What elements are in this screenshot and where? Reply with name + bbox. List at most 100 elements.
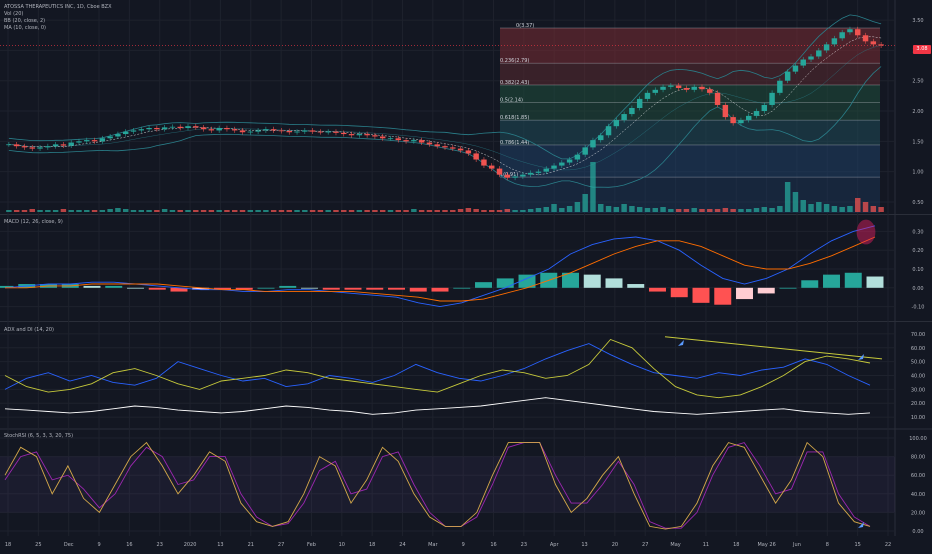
- candle-body: [527, 172, 534, 175]
- candle-body: [847, 29, 853, 33]
- candle-body: [278, 130, 285, 132]
- volume-bar: [543, 207, 549, 212]
- candle-body: [753, 111, 760, 116]
- volume-bar: [434, 210, 440, 212]
- volume-bar: [333, 210, 339, 212]
- volume-bar: [559, 208, 565, 212]
- candle-body: [37, 147, 43, 149]
- candle-body: [434, 144, 440, 147]
- candle-body: [683, 88, 690, 90]
- volume-bar: [847, 206, 853, 212]
- candle-body: [738, 120, 744, 124]
- candle-body: [138, 129, 145, 131]
- volume-bar: [636, 207, 643, 212]
- macd-y-tick: -0.10: [912, 305, 925, 311]
- arrow-marker-icon: [858, 354, 864, 360]
- candle-body: [862, 35, 869, 42]
- macd-y-tick: 0.30: [912, 229, 923, 235]
- volume-bar: [130, 210, 137, 212]
- candle-body: [489, 165, 495, 169]
- candle-body: [309, 130, 316, 132]
- volume-bar: [450, 210, 456, 212]
- candle-body: [808, 56, 814, 60]
- volume-bar: [45, 210, 51, 212]
- volume-bar: [761, 207, 768, 212]
- macd-histogram-bar: [670, 287, 688, 298]
- volume-bar: [6, 210, 12, 212]
- volume-bar: [574, 202, 581, 212]
- volume-bar: [816, 202, 822, 212]
- volume-bar: [29, 209, 35, 212]
- volume-bar: [644, 208, 651, 212]
- legend-bb: BB (20, close, 2): [4, 18, 46, 24]
- x-tick-label: 16: [126, 542, 132, 548]
- volume-bar: [52, 210, 59, 212]
- candle-body: [668, 85, 674, 87]
- candle-body: [76, 141, 82, 143]
- candle-body: [177, 126, 183, 128]
- volume-bar: [76, 210, 82, 212]
- x-tick-label: 27: [642, 542, 648, 548]
- candle-body: [154, 128, 160, 130]
- fib-zone: [500, 102, 880, 121]
- volume-bar: [527, 209, 534, 212]
- volume-bar: [792, 192, 799, 212]
- volume-bar: [161, 209, 168, 212]
- volume-bar: [138, 210, 145, 212]
- x-tick-label: 13: [581, 542, 587, 548]
- adx-y-tick: 70.00: [911, 332, 925, 338]
- volume-bar: [660, 207, 666, 212]
- adx-y-tick: 30.00: [911, 387, 925, 393]
- volume-bar: [566, 206, 573, 212]
- candle-body: [870, 41, 877, 45]
- candle-body: [294, 131, 300, 133]
- x-tick-label: May: [670, 542, 680, 548]
- stoch-y-tick: 20.00: [911, 510, 925, 516]
- candle-body: [325, 131, 331, 133]
- volume-bar: [862, 202, 869, 212]
- volume-bar: [745, 209, 752, 212]
- candle-body: [130, 130, 137, 132]
- x-tick-label: 10: [339, 542, 345, 548]
- arrow-marker-icon: [678, 340, 684, 346]
- volume-bar: [317, 210, 324, 212]
- candle-body: [239, 130, 246, 133]
- candle-body: [263, 129, 269, 131]
- adx-y-tick: 20.00: [911, 401, 925, 407]
- macd-histogram-bar: [388, 287, 405, 290]
- candle-body: [270, 129, 277, 131]
- volume-bar: [535, 208, 542, 212]
- candle-body: [574, 154, 581, 160]
- volume-bar: [683, 209, 690, 212]
- candle-body: [216, 128, 222, 131]
- candle-body: [161, 127, 168, 130]
- candle-body: [543, 168, 549, 172]
- candle-body: [636, 98, 643, 108]
- volume-bar: [341, 210, 347, 212]
- x-tick-label: Apr: [550, 542, 560, 548]
- volume-bar: [777, 206, 783, 212]
- volume-bar: [232, 210, 238, 212]
- price-y-tick: 1.50: [912, 139, 923, 145]
- chart-title: ATOSSA THERAPEUTICS INC, 1D, Cboe BZX: [4, 4, 112, 10]
- candle-body: [185, 126, 191, 128]
- volume-bar: [714, 209, 721, 212]
- volume-bar: [278, 210, 285, 212]
- volume-bar: [146, 210, 152, 212]
- candle-body: [652, 89, 658, 93]
- macd-histogram-bar: [801, 280, 819, 288]
- volume-bar: [21, 210, 28, 212]
- volume-bar: [629, 206, 635, 212]
- volume-bar: [823, 204, 830, 212]
- macd-highlight-marker: [856, 219, 876, 245]
- fib-level-label: 0.786(1.44): [500, 140, 529, 146]
- x-tick-label: 9: [462, 542, 465, 548]
- volume-bar: [91, 210, 98, 212]
- x-tick-label: 24: [399, 542, 405, 548]
- x-tick-label: 8: [826, 542, 829, 548]
- x-tick-label: 16: [490, 542, 496, 548]
- volume-bar: [691, 208, 697, 212]
- candle-body: [800, 59, 806, 66]
